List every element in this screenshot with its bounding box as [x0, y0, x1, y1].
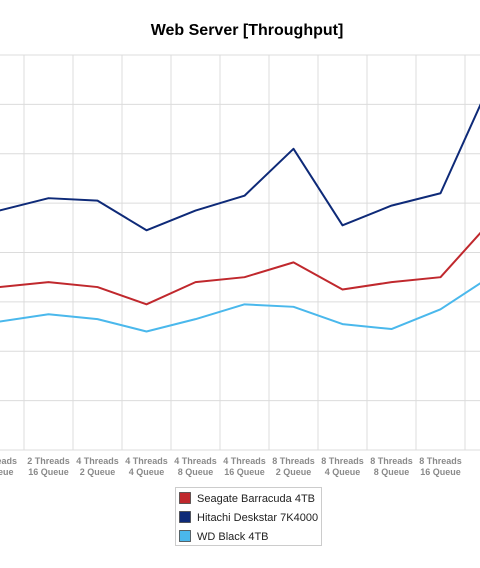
- legend-box: [175, 487, 322, 546]
- legend-label: WD Black 4TB: [197, 531, 269, 543]
- chart-title: Web Server [Throughput]: [151, 22, 344, 39]
- x-tick-label: 4 Threads 16 Queue: [223, 456, 266, 477]
- x-tick-label: 4 Threads 2 Queue: [76, 456, 119, 477]
- legend-swatch: [179, 492, 191, 504]
- legend-swatch: [179, 530, 191, 542]
- series-line-1: [0, 103, 480, 232]
- legend-label: Seagate Barracuda 4TB: [197, 493, 315, 505]
- x-tick-label: 8 Threads 8 Queue: [370, 456, 413, 477]
- x-tick-label: ThreadsQueue: [0, 456, 17, 477]
- x-tick-label: 8 Threads 4 Queue: [321, 456, 364, 477]
- plot-lines: [0, 103, 480, 333]
- grid: [0, 54, 480, 451]
- series-line-0: [0, 231, 480, 306]
- legend: Seagate Barracuda 4TB Hitachi Deskstar 7K…: [175, 487, 322, 546]
- series-line-2: [0, 282, 480, 333]
- legend-label: Hitachi Deskstar 7K4000: [197, 512, 318, 524]
- x-tick-label: 4 Threads 8 Queue: [174, 456, 217, 477]
- x-tick-label: 2 Threads 16 Queue: [27, 456, 70, 477]
- x-tick-label: 8 Threads 2 Queue: [272, 456, 315, 477]
- x-tick-label: 8 Threads 16 Queue: [419, 456, 462, 477]
- x-tick-label: 4 Threads 4 Queue: [125, 456, 168, 477]
- legend-swatch: [179, 511, 191, 523]
